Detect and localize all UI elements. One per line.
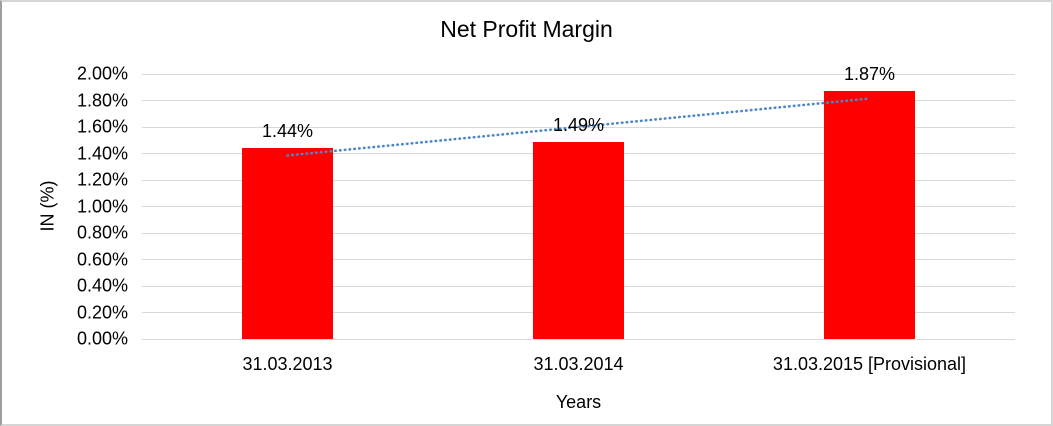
bar-value-label: 1.44% [261,121,314,142]
x-axis-title: Years [555,392,602,412]
bar [533,141,624,339]
y-tick-label: 1.00% [76,196,128,216]
y-tick-label: 1.60% [76,116,128,137]
trendline [286,97,871,157]
x-tick-label: 31.03.2014 [533,354,624,374]
y-tick-label: 0.80% [76,222,128,243]
y-tick-label: 0.20% [76,302,128,322]
chart-title: Net Profit Margin [440,16,613,42]
y-tick-label: 1.40% [76,143,128,163]
y-tick-label: 0.60% [76,249,128,269]
gridline [142,338,1015,340]
x-tick-label: 31.03.2015 [Provisional] [772,354,967,374]
y-tick-label: 0.00% [76,328,128,349]
y-tick-label: 0.40% [76,275,128,296]
plot-area: 1.44% 1.49% 1.87% [142,64,1015,340]
y-axis: 0.00% 0.20% 0.40% 0.60% 0.80% 1.00% 1.20% 1.40%… [2,64,128,349]
x-tick-label: 31.03.2013 [242,354,333,374]
y-tick-label: 2.00% [76,63,128,84]
x-axis: 31.03.2013 31.03.2014 31.03.2015 [Provisio… [142,354,1015,378]
y-tick-label: 1.20% [76,169,128,190]
y-tick-label: 1.80% [76,90,128,110]
bar [824,91,915,339]
bar-value-label: 1.49% [552,114,605,135]
bar [242,148,333,339]
gridline [142,73,1015,75]
bar-value-label: 1.87% [843,64,896,85]
gridline [142,100,1015,101]
